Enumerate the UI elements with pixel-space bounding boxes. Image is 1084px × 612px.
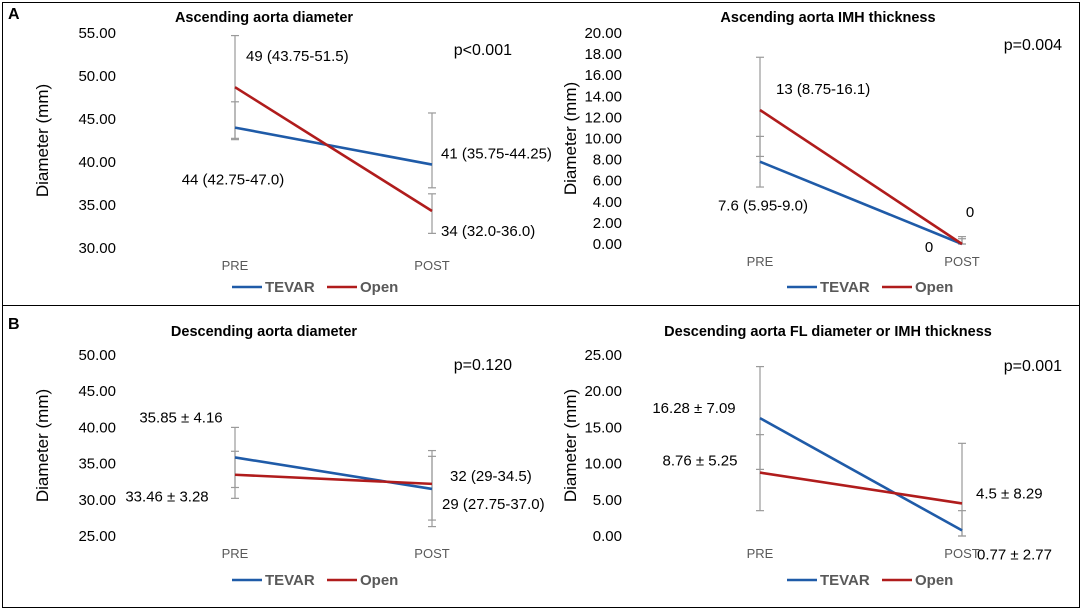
data-label-open: 34 (32.0-36.0)	[441, 223, 535, 240]
x-tick-label: PRE	[747, 254, 774, 269]
data-label-open: 8.76 ± 5.25	[663, 453, 738, 470]
legend-label-open: Open	[360, 572, 398, 589]
x-tick-label: POST	[414, 258, 449, 273]
chart-title: Ascending aorta diameter	[175, 10, 353, 26]
x-tick-label: POST	[944, 254, 979, 269]
y-axis-label: Diameter (mm)	[561, 82, 580, 195]
y-tick-label: 18.00	[584, 46, 622, 63]
chart-descending-fl-imh: Descending aorta FL diameter or IMH thic…	[561, 324, 1062, 589]
y-tick-label: 20.00	[584, 25, 622, 42]
data-label-tevar: 41 (35.75-44.25)	[441, 146, 552, 163]
data-label-tevar: 0.77 ± 2.77	[977, 546, 1052, 563]
y-tick-label: 25.00	[78, 528, 116, 545]
y-tick-label: 20.00	[584, 383, 622, 400]
series-line-open	[759, 471, 963, 505]
p-value: p=0.001	[1004, 358, 1062, 375]
series-line-tevar	[234, 456, 433, 491]
data-label-tevar: 35.85 ± 4.16	[139, 409, 222, 426]
series-line-tevar	[759, 160, 963, 246]
y-tick-label: 10.00	[584, 456, 622, 473]
x-tick-label: POST	[414, 546, 449, 561]
data-label-open: 49 (43.75-51.5)	[246, 48, 349, 65]
data-label-open: 0	[966, 204, 974, 221]
y-tick-label: 12.00	[584, 109, 622, 126]
x-tick-label: PRE	[222, 546, 249, 561]
series-line-tevar	[759, 416, 963, 532]
legend-label-tevar: TEVAR	[265, 572, 315, 589]
y-tick-label: 4.00	[593, 194, 622, 211]
y-tick-label: 50.00	[78, 68, 116, 85]
y-tick-label: 50.00	[78, 347, 116, 364]
legend-label-tevar: TEVAR	[265, 279, 315, 296]
legend-label-tevar: TEVAR	[820, 572, 870, 589]
y-tick-label: 35.00	[78, 197, 116, 214]
legend-label-tevar: TEVAR	[820, 279, 870, 296]
y-tick-label: 35.00	[78, 456, 116, 473]
y-tick-label: 14.00	[584, 88, 622, 105]
data-label-open: 33.46 ± 3.28	[125, 489, 208, 506]
panel-divider	[2, 305, 1080, 306]
p-value: p<0.001	[454, 42, 512, 59]
y-tick-label: 10.00	[584, 131, 622, 148]
y-tick-label: 0.00	[593, 236, 622, 253]
y-tick-label: 8.00	[593, 152, 622, 169]
y-tick-label: 5.00	[593, 492, 622, 509]
data-label-open: 32 (29-34.5)	[450, 468, 532, 485]
data-label-open: 13 (8.75-16.1)	[776, 81, 870, 98]
y-tick-label: 15.00	[584, 419, 622, 436]
series-line-open	[234, 86, 433, 213]
chart-ascending-diameter: Ascending aorta diameter Diameter (mm) 30.…	[33, 10, 552, 296]
y-tick-label: 25.00	[584, 347, 622, 364]
y-tick-label: 0.00	[593, 528, 622, 545]
legend-label-open: Open	[360, 279, 398, 296]
data-label-tevar: 7.6 (5.95-9.0)	[718, 198, 808, 215]
y-tick-label: 30.00	[78, 492, 116, 509]
y-tick-label: 40.00	[78, 419, 116, 436]
chart-title: Ascending aorta IMH thickness	[720, 10, 935, 26]
series-line-tevar	[234, 126, 433, 166]
chart-title: Descending aorta FL diameter or IMH thic…	[664, 324, 992, 340]
data-label-tevar: 16.28 ± 7.09	[652, 400, 735, 417]
p-value: p=0.120	[454, 357, 512, 374]
y-axis-label: Diameter (mm)	[33, 389, 52, 502]
panel-letter-a: A	[8, 6, 20, 23]
data-label-tevar: 44 (42.75-47.0)	[182, 172, 285, 189]
p-value: p=0.004	[1004, 37, 1062, 54]
legend-label-open: Open	[915, 279, 953, 296]
data-label-tevar: 0	[925, 239, 933, 256]
y-tick-label: 40.00	[78, 154, 116, 171]
y-tick-label: 16.00	[584, 67, 622, 84]
y-tick-label: 45.00	[78, 111, 116, 128]
x-tick-label: POST	[944, 546, 979, 561]
legend-label-open: Open	[915, 572, 953, 589]
series-line-open	[759, 108, 963, 246]
x-tick-label: PRE	[747, 546, 774, 561]
chart-ascending-imh: Ascending aorta IMH thickness Diameter (m…	[561, 10, 1062, 296]
x-tick-label: PRE	[222, 258, 249, 273]
chart-title: Descending aorta diameter	[171, 324, 357, 340]
data-label-open: 4.5 ± 8.29	[976, 485, 1043, 502]
y-tick-label: 30.00	[78, 240, 116, 257]
y-tick-label: 6.00	[593, 173, 622, 190]
y-tick-label: 2.00	[593, 215, 622, 232]
series-line-open	[234, 473, 433, 486]
y-tick-label: 55.00	[78, 25, 116, 42]
y-axis-label: Diameter (mm)	[561, 389, 580, 502]
panel-letter-b: B	[8, 316, 20, 333]
chart-descending-diameter: Descending aorta diameter Diameter (mm) 25…	[33, 324, 545, 589]
data-label-tevar: 29 (27.75-37.0)	[442, 496, 545, 513]
y-tick-label: 45.00	[78, 383, 116, 400]
y-axis-label: Diameter (mm)	[33, 84, 52, 197]
